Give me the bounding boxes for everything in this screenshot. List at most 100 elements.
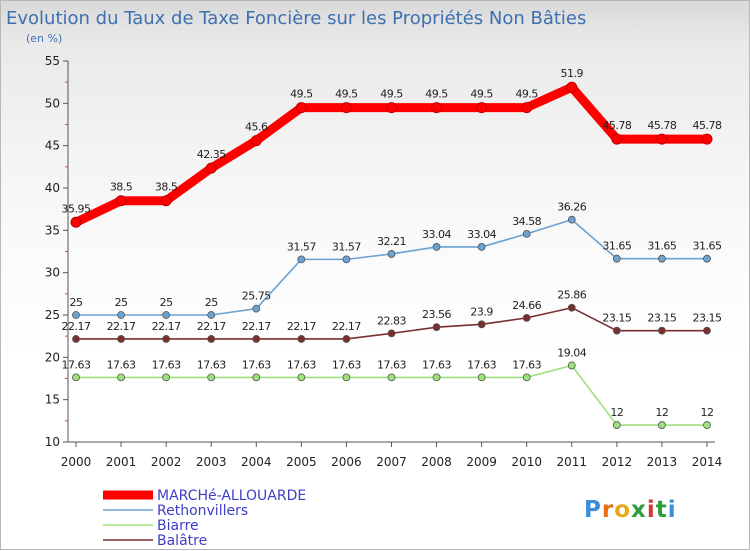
x-tick-label: 2014	[692, 455, 723, 469]
data-point	[342, 255, 351, 264]
data-point	[72, 335, 80, 343]
data-point	[252, 373, 261, 382]
data-point	[252, 335, 261, 343]
data-point	[522, 313, 531, 322]
data-point	[658, 254, 666, 263]
data-point	[432, 373, 441, 382]
data-label: 12	[655, 406, 668, 419]
data-point	[162, 373, 171, 382]
data-point	[567, 361, 576, 370]
logo-text: Proxiti	[584, 497, 677, 523]
x-tick-label: 2013	[647, 455, 678, 469]
data-point	[72, 373, 80, 382]
legend-label: Balâtre	[157, 533, 207, 549]
logo-letter: o	[614, 497, 631, 523]
data-point	[477, 243, 486, 251]
x-tick-label: 2007	[376, 455, 407, 469]
x-tick-label: 2005	[286, 455, 317, 469]
data-label: 35.95	[62, 202, 91, 215]
x-tick-label: 2002	[151, 455, 182, 469]
data-label: 22.17	[62, 320, 91, 333]
data-point	[566, 81, 578, 93]
data-label: 24.66	[512, 299, 541, 312]
data-point	[611, 133, 623, 145]
x-tick-label: 2001	[106, 455, 137, 469]
data-label: 17.63	[512, 358, 541, 371]
logo-letter: i	[647, 497, 656, 523]
y-tick-label: 25	[45, 308, 60, 322]
data-label: 36.26	[557, 201, 586, 214]
data-label: 22.83	[377, 314, 406, 327]
data-label: 23.9	[470, 305, 493, 318]
data-point	[297, 255, 306, 264]
data-label: 17.63	[467, 358, 496, 371]
data-label: 22.17	[332, 320, 361, 333]
data-point	[656, 133, 668, 145]
data-label: 25.86	[557, 289, 586, 302]
proxiti-logo: Proxiti	[584, 497, 677, 523]
data-point	[250, 135, 262, 147]
data-point	[521, 102, 533, 114]
data-point	[207, 311, 216, 319]
data-point	[295, 102, 307, 114]
x-tick-label: 2011	[556, 455, 587, 469]
data-label: 17.63	[62, 358, 91, 371]
data-point	[387, 329, 396, 338]
data-point	[207, 335, 216, 343]
data-label: 17.63	[377, 358, 406, 371]
data-label: 17.63	[107, 358, 136, 371]
x-tick-label: 2009	[466, 455, 497, 469]
logo-letter: t	[656, 497, 668, 523]
data-point	[342, 373, 351, 382]
data-point	[205, 162, 217, 174]
y-tick-label: 45	[45, 139, 60, 153]
data-point	[658, 421, 666, 429]
data-label: 45.78	[692, 119, 721, 132]
x-tick-label: 2010	[511, 455, 542, 469]
data-label: 25	[160, 296, 173, 309]
x-tick-label: 2006	[331, 455, 362, 469]
y-tick-label: 15	[45, 393, 60, 407]
data-label: 49.5	[380, 88, 403, 101]
data-label: 45.78	[602, 119, 631, 132]
data-point	[387, 373, 396, 382]
data-point	[612, 421, 621, 429]
x-tick-label: 2004	[241, 455, 272, 469]
y-tick-label: 10	[45, 435, 60, 449]
data-point	[477, 373, 486, 382]
data-label: 31.65	[692, 240, 721, 253]
y-tick-label: 35	[45, 223, 60, 237]
data-point	[207, 373, 216, 382]
logo-letter: i	[668, 497, 677, 523]
data-label: 31.65	[602, 240, 631, 253]
y-tick-label: 40	[45, 181, 60, 195]
data-point	[117, 311, 125, 319]
data-label: 49.5	[290, 88, 313, 101]
data-label: 23.15	[692, 312, 721, 325]
data-point	[162, 311, 171, 319]
chart-title: Evolution du Taux de Taxe Foncière sur l…	[6, 8, 586, 29]
data-label: 31.57	[332, 240, 361, 253]
data-label: 32.21	[377, 235, 406, 248]
data-label: 17.63	[422, 358, 451, 371]
data-label: 22.17	[152, 320, 181, 333]
legend-label: Rethonvillers	[157, 503, 248, 519]
data-label: 38.5	[155, 181, 178, 194]
data-point	[342, 335, 351, 343]
data-label: 17.63	[152, 358, 181, 371]
data-point	[340, 102, 352, 114]
data-label: 49.5	[425, 88, 448, 101]
data-point	[297, 335, 306, 343]
data-point	[476, 102, 488, 114]
data-label: 49.5	[470, 88, 493, 101]
data-label: 17.63	[332, 358, 361, 371]
data-point	[612, 254, 621, 263]
legend-label: MARCHé-ALLOUARDE	[157, 488, 306, 504]
data-label: 38.5	[110, 181, 133, 194]
y-tick-label: 30	[45, 266, 60, 280]
data-label: 19.04	[557, 346, 586, 359]
logo-letter: x	[631, 497, 647, 523]
data-point	[703, 421, 711, 429]
